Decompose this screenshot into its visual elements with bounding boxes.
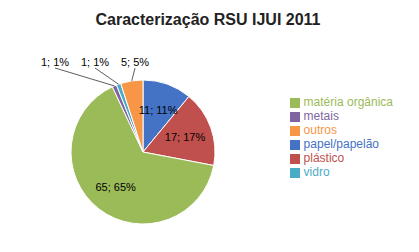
svg-text:1; 1%: 1; 1% (81, 56, 109, 68)
html-text:plástico: plástico (303, 151, 345, 165)
html-text:Caracterização RSU IJUI 2011: Caracterização RSU IJUI 2011 (95, 11, 321, 28)
html-text:outros: outros (303, 123, 337, 137)
svg-text:17; 17%: 17; 17% (165, 131, 206, 143)
html-text:papel/papelão: papel/papelão (303, 137, 379, 151)
svg-text:1; 1%: 1; 1% (41, 56, 69, 68)
html-text:metais: metais (303, 109, 339, 123)
html-text:vidro: vidro (303, 165, 330, 179)
svg-text:65; 65%: 65; 65% (95, 181, 136, 193)
svg-text:5; 5%: 5; 5% (121, 56, 149, 68)
svg-text:11; 11%: 11; 11% (139, 104, 178, 116)
html-text:matéria orgânica: matéria orgânica (303, 95, 393, 109)
